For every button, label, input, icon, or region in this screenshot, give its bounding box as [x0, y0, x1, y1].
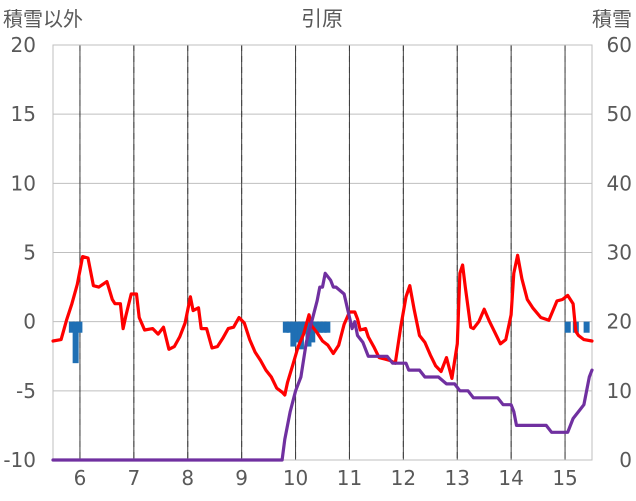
x-tick-label: 13 — [445, 466, 470, 490]
y-right-tick-label: 30 — [607, 241, 632, 265]
y-left-label: 積雪以外 — [3, 7, 83, 31]
series-line-1 — [51, 253, 594, 397]
bar — [324, 321, 331, 333]
x-tick-label: 12 — [391, 466, 416, 490]
series-line-2 — [51, 271, 594, 462]
x-tick-label: 14 — [498, 466, 523, 490]
y-right-tick-label: 20 — [607, 310, 632, 334]
bar — [76, 321, 83, 333]
bar — [68, 321, 75, 333]
bar — [583, 321, 590, 333]
bar — [72, 321, 79, 364]
y-left-tick-label: -5 — [16, 379, 36, 403]
bar — [316, 321, 323, 333]
bar — [286, 321, 293, 333]
bar — [309, 321, 316, 343]
y-right-tick-label: 60 — [607, 33, 632, 57]
gridlines — [53, 44, 592, 461]
bar — [564, 321, 571, 333]
x-tick-label: 8 — [181, 466, 194, 490]
y-left-tick-label: 15 — [11, 102, 36, 126]
bar — [320, 321, 327, 333]
y-left-tick-label: 0 — [23, 310, 36, 334]
line-series — [51, 253, 594, 462]
bar — [282, 321, 289, 333]
x-tick-label: 6 — [74, 466, 87, 490]
x-tick-label: 15 — [552, 466, 577, 490]
bar — [290, 321, 297, 347]
bar — [313, 321, 320, 333]
y-right-label: 積雪 — [592, 7, 632, 31]
y-left-tick-label: 20 — [11, 33, 36, 57]
y-right-tick-label: 50 — [607, 102, 632, 126]
x-tick-label: 9 — [235, 466, 248, 490]
y-left-tick-label: -10 — [3, 448, 36, 472]
x-tick-label: 7 — [127, 466, 140, 490]
y-left-tick-label: 5 — [23, 241, 36, 265]
plot-frame — [52, 44, 593, 461]
y-left-tick-label: 10 — [11, 171, 36, 195]
chart-title: 引原 — [301, 7, 343, 31]
y-right-tick-label: 10 — [607, 379, 632, 403]
y-right-tick-label: 40 — [607, 171, 632, 195]
bar — [297, 321, 304, 350]
x-tick-label: 11 — [337, 466, 362, 490]
y-right-tick-label: 0 — [619, 448, 632, 472]
bar — [294, 321, 301, 343]
x-tick-label: 10 — [283, 466, 308, 490]
